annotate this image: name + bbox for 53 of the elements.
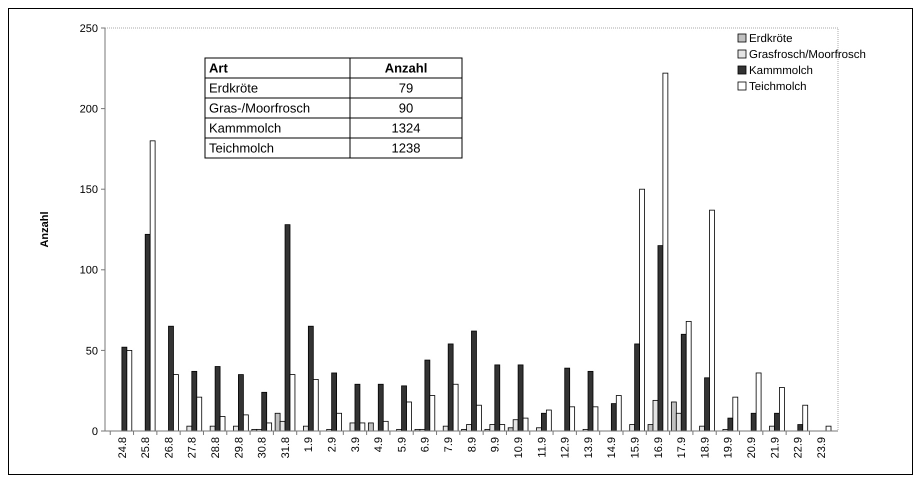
x-tick-label: 8.9 (466, 437, 478, 452)
x-tick-label: 30.8 (256, 437, 269, 458)
annotation: Art (209, 60, 228, 76)
x-tick-label: 15.9 (630, 437, 642, 458)
y-tick-label: 100 (80, 264, 98, 277)
x-tick-label: 21.9 (769, 437, 782, 458)
annotation: Anzahl (384, 60, 428, 76)
annotation: Gras-/Moorfrosch (209, 100, 310, 116)
y-axis-title: Anzahl (39, 211, 51, 248)
x-tick-label: 1.9 (303, 437, 316, 452)
x-tick-label: 23.9 (816, 437, 828, 458)
annotation: 1238 (392, 140, 420, 156)
x-tick-label: 11.9 (536, 437, 548, 458)
x-tick-label: 20.9 (746, 437, 758, 458)
x-tick-label: 17.9 (676, 437, 688, 458)
x-tick-label: 28.8 (210, 437, 222, 458)
x-tick-label: 19.9 (722, 437, 735, 458)
legend-label: Teichmolch (749, 81, 807, 94)
y-tick-label: 50 (86, 345, 98, 358)
x-tick-label: 25.8 (140, 437, 152, 458)
y-tick-label: 250 (80, 22, 98, 35)
x-tick-label: 12.9 (560, 437, 572, 458)
x-tick-label: 13.9 (582, 437, 595, 458)
x-tick-label: 2.9 (326, 437, 339, 452)
annotation: Kammmolch (209, 120, 282, 136)
x-tick-label: 4.9 (373, 437, 386, 452)
annotation: 1324 (392, 120, 420, 136)
x-tick-label: 18.9 (699, 437, 712, 458)
y-tick-label: 200 (80, 103, 98, 116)
legend-label: Grasfrosch/Moorfrosch (749, 49, 866, 62)
x-tick-label: 5.9 (396, 437, 408, 452)
x-tick-label: 9.9 (490, 437, 502, 452)
x-tick-label: 26.8 (163, 437, 176, 458)
x-tick-label: 14.9 (606, 437, 618, 458)
y-tick-label: 150 (80, 184, 98, 196)
x-tick-label: 10.9 (512, 437, 525, 458)
annotation: Teichmolch (209, 140, 274, 156)
x-tick-label: 6.9 (420, 437, 432, 452)
legend-label: Erdkröte (749, 33, 792, 46)
annotation: 79 (398, 80, 414, 96)
annotation: 90 (398, 100, 414, 116)
y-tick-label: 0 (92, 426, 98, 438)
x-tick-label: 7.9 (443, 437, 456, 452)
bar (274, 412, 280, 432)
x-tick-label: 16.9 (652, 437, 665, 458)
x-tick-label: 3.9 (350, 437, 362, 452)
x-tick-label: 27.8 (186, 437, 199, 458)
x-tick-label: 31.8 (280, 437, 292, 458)
x-tick-label: 24.8 (116, 437, 129, 458)
annotation: Erdkröte (209, 80, 258, 96)
legend-label: Kammmolch (749, 65, 813, 78)
x-tick-label: 22.9 (792, 437, 805, 458)
x-tick-label: 29.8 (233, 437, 246, 458)
